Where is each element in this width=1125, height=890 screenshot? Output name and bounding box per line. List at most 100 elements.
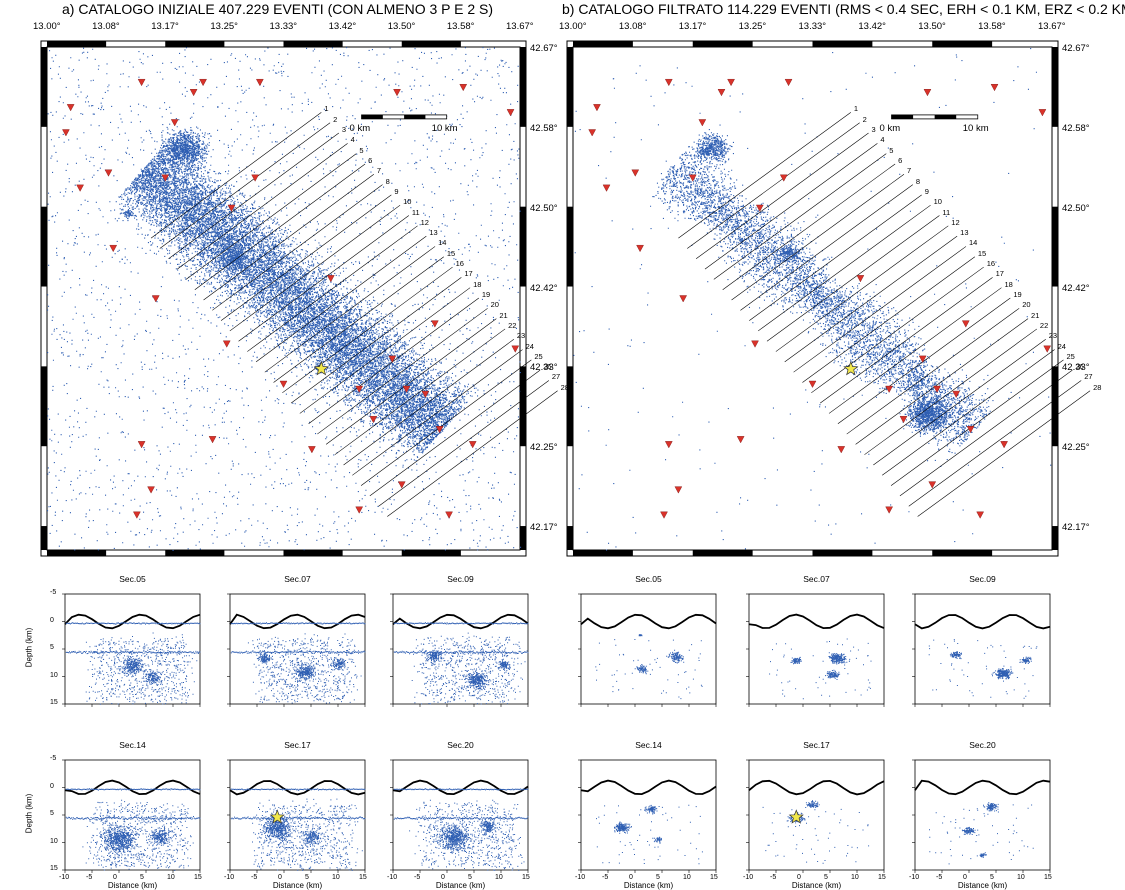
section-title: Sec.09: [969, 574, 996, 584]
b-lon-label: 13.50°: [918, 21, 946, 32]
depth-tick: 5: [50, 644, 54, 651]
a-section-number: 15: [446, 248, 456, 258]
a-scale-end: 10 km: [431, 122, 458, 134]
section-a-5: [390, 759, 529, 873]
a-seismicity-points: [47, 47, 522, 551]
a-section-number: 9: [394, 186, 399, 196]
depth-tick: 10: [50, 837, 58, 845]
distance-tick: -5: [86, 874, 93, 881]
a-scale-start: 0 km: [349, 122, 371, 134]
a-section-lines: [150, 112, 558, 517]
b-section-number: 11: [942, 207, 951, 217]
section-mainshock-star-icon: [788, 809, 804, 824]
section-title: Sec.05: [635, 574, 662, 584]
distance-tick: 0: [629, 874, 633, 881]
b-section-number: 7: [906, 166, 912, 176]
b-section-number: 22: [1039, 320, 1049, 330]
a-lon-label: 13.67°: [506, 21, 534, 32]
a-section-number: 16: [455, 259, 464, 269]
section-title: Sec.17: [284, 740, 311, 750]
a-lat-label: 42.58°: [530, 122, 558, 134]
section-b-3: [578, 759, 717, 873]
a-lat-label: 42.67°: [530, 43, 558, 54]
section-b-4: [746, 759, 885, 873]
distance-tick: 10: [1017, 874, 1025, 881]
depth-tick: -5: [50, 589, 57, 596]
distance-tick: 10: [167, 874, 175, 881]
b-section-number: 18: [1004, 279, 1013, 289]
a-section-number: 26: [543, 362, 552, 372]
distance-tick: 5: [656, 874, 660, 881]
distance-tick: 0: [963, 874, 967, 881]
distance-tick: 15: [522, 874, 530, 881]
b-section-lines: [678, 112, 1091, 517]
distance-tick: 0: [441, 874, 445, 881]
depth-tick: 0: [50, 616, 54, 624]
a-section-number: 14: [438, 238, 447, 248]
b-lat-label: 42.33°: [1062, 362, 1090, 374]
b-section-number: 12: [951, 217, 960, 227]
section-title: Sec.14: [119, 740, 146, 750]
distance-tick: 10: [495, 874, 503, 881]
b-section-number: 13: [960, 228, 969, 238]
distance-tick: 10: [851, 874, 859, 881]
a-section-number: 27: [551, 372, 561, 382]
distance-axis-label: Distance (km): [107, 881, 158, 890]
distance-tick: 15: [878, 874, 886, 881]
section-mainshock-star-icon: [269, 809, 285, 824]
a-lat-label: 42.33°: [530, 362, 558, 374]
a-stations: [62, 79, 520, 519]
a-lon-label: 13.50°: [387, 21, 416, 32]
b-section-number: 17: [995, 269, 1004, 279]
section-title: Sec.07: [803, 574, 830, 584]
b-lon-label: 13.17°: [678, 21, 707, 32]
section-title: Sec.09: [447, 574, 474, 584]
distance-tick: 0: [278, 874, 282, 881]
distance-axis-label: Distance (km): [435, 881, 486, 890]
distance-axis-label: Distance (km): [957, 881, 1008, 890]
distance-axis-label: Distance (km): [791, 881, 842, 890]
b-section-number: 5: [889, 145, 894, 155]
b-lon-label: 13.67°: [1038, 21, 1066, 32]
a-section-number: 4: [350, 135, 355, 145]
a-lat-label: 42.17°: [530, 522, 558, 534]
a-section-number: 7: [376, 166, 381, 176]
depth-axis-label: Depth (km): [24, 793, 34, 834]
a-section-number: 20: [490, 300, 499, 310]
depth-tick: 10: [50, 671, 58, 679]
a-section-number: 23: [516, 331, 526, 341]
a-lat-label: 42.50°: [530, 202, 558, 214]
section-title: Sec.17: [803, 740, 830, 750]
b-section-number: 21: [1031, 310, 1040, 320]
b-section-number: 28: [1093, 382, 1102, 392]
a-section-number: 18: [473, 279, 482, 289]
b-section-number: 16: [986, 259, 996, 269]
b-lon-label: 13.25°: [738, 21, 767, 32]
b-section-number: 9: [924, 186, 929, 196]
section-a-1: [227, 593, 366, 707]
b-section-number: 6: [898, 155, 903, 165]
a-lon-label: 13.17°: [151, 21, 179, 32]
section-title: Sec.07: [284, 574, 311, 584]
b-section-number: 8: [915, 176, 921, 186]
a-section-number: 13: [429, 228, 438, 238]
a-section-number: 25: [534, 351, 543, 361]
distance-tick: 0: [797, 874, 801, 881]
b-scale-start: 0 km: [879, 122, 901, 134]
section-a-2: [390, 593, 529, 707]
a-lon-label: 13.00°: [33, 21, 61, 32]
a-section-number: 12: [420, 217, 429, 227]
distance-tick: -5: [251, 874, 258, 881]
distance-tick: -10: [743, 874, 754, 881]
panel-b-title: b) CATALOGO FILTRATO 114.229 EVENTI (RMS…: [562, 1, 1125, 17]
a-lon-label: 13.25°: [210, 21, 238, 32]
a-section-number: 17: [464, 269, 473, 279]
section-b-0: [578, 593, 717, 707]
depth-axis-label: Depth (km): [24, 627, 34, 668]
a-section-number: 11: [411, 207, 420, 217]
distance-tick: 15: [359, 874, 367, 881]
b-map-graphics: [566, 40, 1091, 557]
distance-axis-label: Distance (km): [272, 881, 323, 890]
panel-a-title: a) CATALOGO INIZIALE 407.229 EVENTI (CON…: [62, 1, 494, 17]
